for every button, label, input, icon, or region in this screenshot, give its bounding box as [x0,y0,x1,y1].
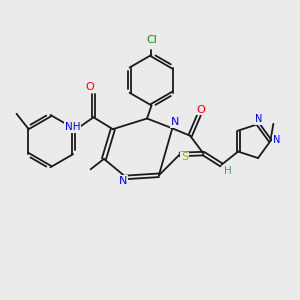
Text: N: N [119,176,128,186]
Text: NH: NH [65,122,80,132]
Text: Cl: Cl [146,35,157,45]
Text: N: N [273,136,280,146]
Text: O: O [196,105,205,115]
Text: O: O [85,82,94,92]
Text: N: N [255,114,262,124]
Text: S: S [181,152,188,162]
Text: N: N [170,117,179,128]
Text: H: H [224,167,232,176]
